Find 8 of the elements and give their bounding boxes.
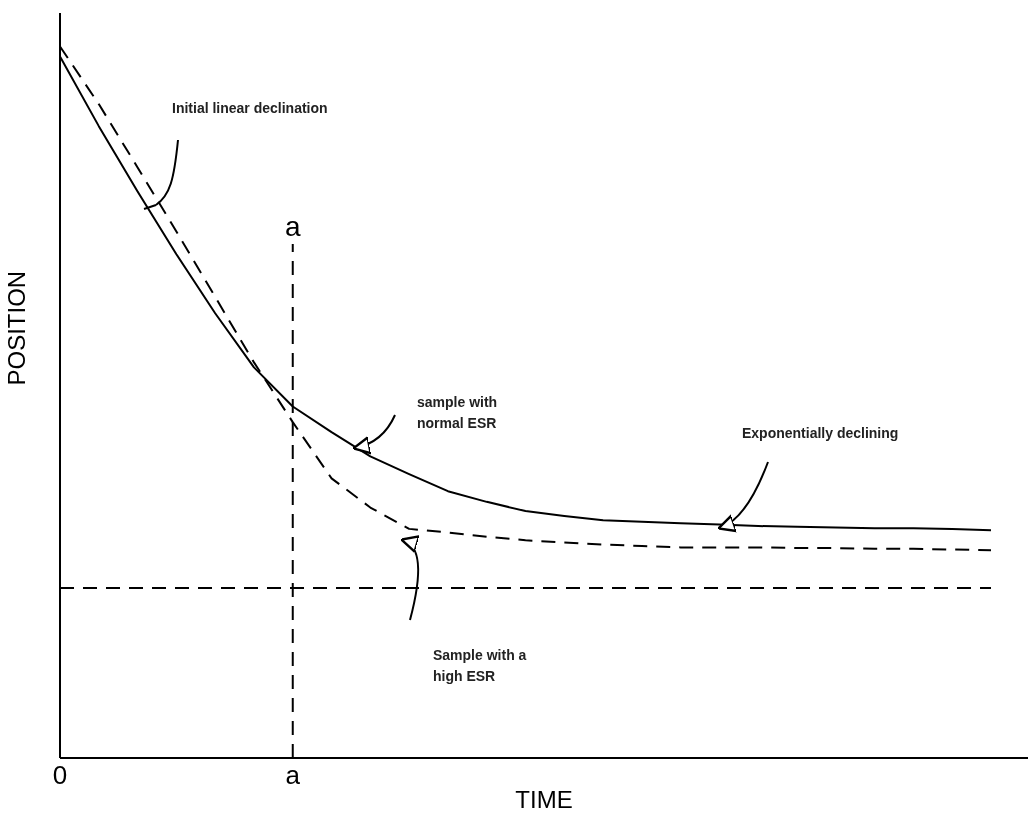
ref-line-label: a: [284, 210, 301, 242]
annotation: Exponentially declining: [742, 425, 899, 441]
annotation: sample with normal ESR: [417, 394, 498, 431]
annotation: Initial linear declination: [172, 100, 328, 116]
annotation: Sample with a high ESR: [433, 647, 527, 684]
x-tick-label: 0: [52, 760, 68, 791]
y-axis-title: POSITION: [2, 270, 30, 386]
x-axis-title: TIME: [515, 786, 573, 813]
